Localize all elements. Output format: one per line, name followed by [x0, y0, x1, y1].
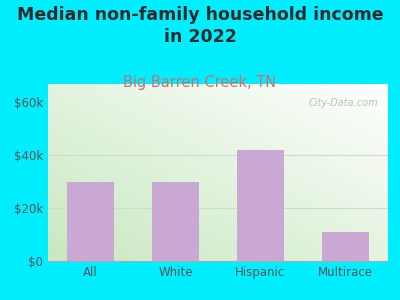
Bar [322, 232, 369, 261]
Text: Big Barren Creek, TN: Big Barren Creek, TN [124, 75, 276, 90]
Text: City-Data.com: City-Data.com [308, 98, 378, 108]
Bar [237, 150, 284, 261]
Bar [67, 182, 114, 261]
Text: Median non-family household income
in 2022: Median non-family household income in 20… [17, 6, 383, 46]
Bar [152, 182, 199, 261]
